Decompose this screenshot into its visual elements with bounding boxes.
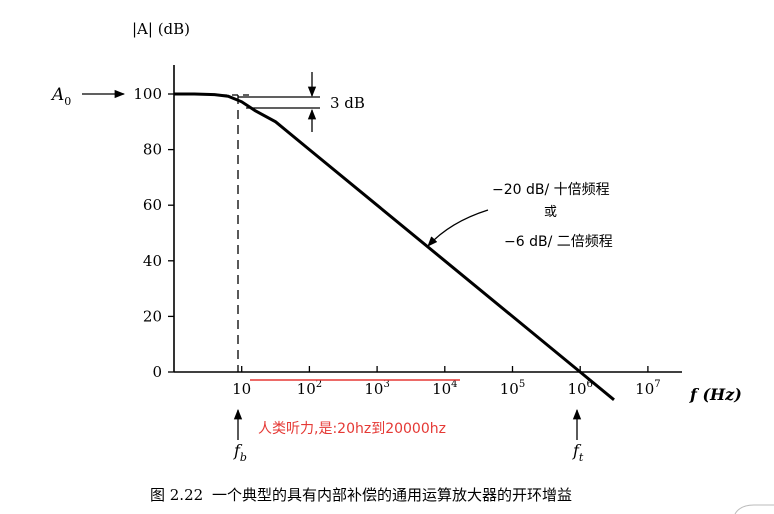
y-tick-label: 60	[143, 196, 162, 214]
y-tick-label: 100	[133, 85, 162, 103]
y-tick-label: 0	[152, 363, 162, 381]
x-tick-label: 106	[567, 379, 592, 398]
figure-caption: 一个典型的具有内部补偿的通用运算放大器的开环增益	[212, 486, 572, 504]
slope-arrow	[427, 209, 489, 247]
db3-label: 3 dB	[330, 94, 365, 112]
x-tick-label: 10	[232, 380, 251, 398]
ft-label: ft	[572, 441, 584, 464]
slope-or: 或	[544, 205, 557, 220]
y-axis-label: |A| (dB)	[132, 20, 190, 38]
x-tick-label: 107	[635, 379, 660, 398]
fb-label: fb	[233, 441, 247, 464]
figure-number: 图 2.22	[150, 486, 203, 504]
x-tick-label: 103	[364, 379, 389, 398]
x-axis-label: f (Hz)	[689, 385, 742, 404]
hearing-range-note: 人类听力,是:20hz到20000hz	[258, 421, 446, 437]
x-tick-label: 102	[297, 379, 322, 398]
corner-scroll-decoration	[734, 504, 774, 514]
x-tick-label: 105	[500, 379, 525, 398]
x-tick-label: 104	[432, 379, 457, 398]
y-tick-label: 80	[143, 141, 162, 159]
y-tick-label: 20	[143, 307, 162, 325]
slope-line2: −6 dB/ 二倍频程	[504, 234, 613, 250]
a0-label: A0	[50, 85, 71, 108]
slope-line1: −20 dB/ 十倍频程	[492, 182, 610, 198]
y-tick-label: 40	[143, 252, 162, 270]
